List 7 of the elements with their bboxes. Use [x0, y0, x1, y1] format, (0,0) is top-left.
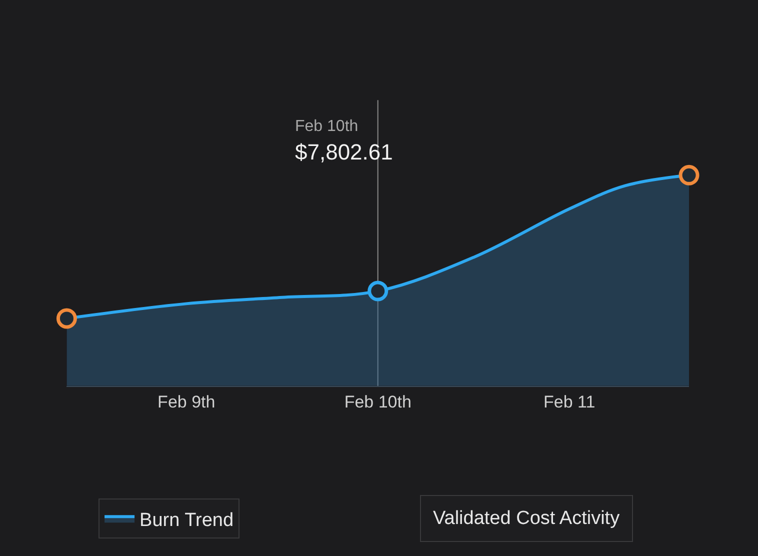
text: Validated Cost Activity [433, 508, 620, 529]
legend-label: Burn Trend [140, 510, 234, 532]
x-tick-label: Feb 11 [544, 392, 596, 412]
x-tick-label: Feb 10th [344, 392, 412, 412]
text: Feb 10th [295, 118, 358, 135]
x-tick-label: Feb 9th [158, 392, 216, 412]
text: $7,802.61 [295, 140, 393, 165]
